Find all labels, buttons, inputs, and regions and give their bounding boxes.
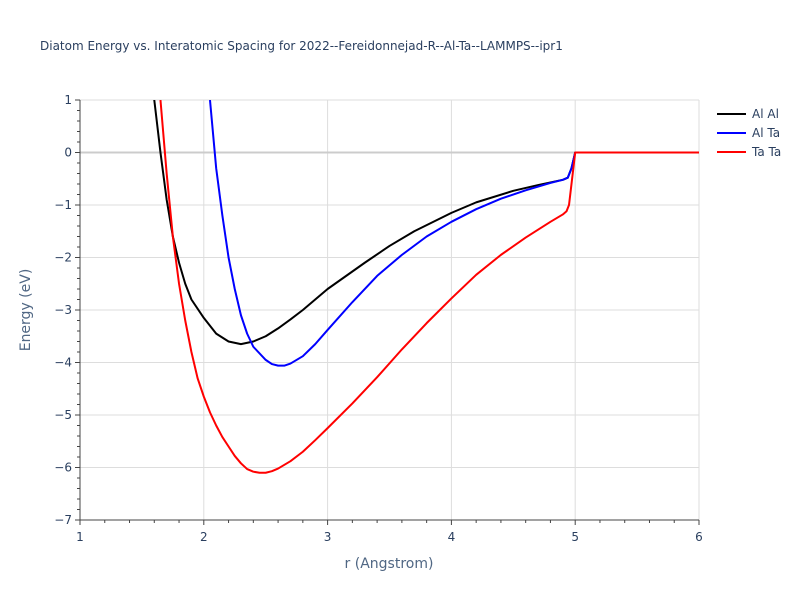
y-tick-label: 1 (64, 93, 72, 107)
axes (75, 99, 700, 525)
y-tick-label: −4 (54, 356, 72, 370)
legend: Al Al Al Ta Ta Ta (717, 107, 781, 159)
x-tick-label: 5 (571, 530, 579, 544)
x-tick-label: 2 (200, 530, 208, 544)
y-tick-label: −2 (54, 251, 72, 265)
x-tick-label: 3 (324, 530, 332, 544)
legend-label-al-ta: Al Ta (752, 126, 780, 140)
x-tick-label: 1 (76, 530, 84, 544)
series-line-al-ta (208, 100, 699, 367)
y-tick-label: −6 (54, 461, 72, 475)
series-line-ta-ta (159, 100, 699, 474)
x-tick-label: 6 (695, 530, 703, 544)
legend-label-al-al: Al Al (752, 107, 779, 121)
y-tick-label: −5 (54, 408, 72, 422)
grid-lines (80, 99, 700, 520)
y-tick-label: −7 (54, 513, 72, 527)
y-tick-label: 0 (64, 146, 72, 160)
legend-label-ta-ta: Ta Ta (751, 145, 781, 159)
y-tick-label: −1 (54, 198, 72, 212)
tick-labels: 1 2 3 4 5 6 1 0 −1 −2 −3 −4 −5 −6 −7 (54, 93, 703, 544)
y-tick-label: −3 (54, 303, 72, 317)
series-lines (153, 100, 699, 474)
x-tick-label: 4 (448, 530, 456, 544)
x-axis-title: r (Angstrom) (345, 556, 434, 572)
chart-title: Diatom Energy vs. Interatomic Spacing fo… (40, 39, 563, 53)
y-axis-title: Energy (eV) (18, 269, 34, 352)
